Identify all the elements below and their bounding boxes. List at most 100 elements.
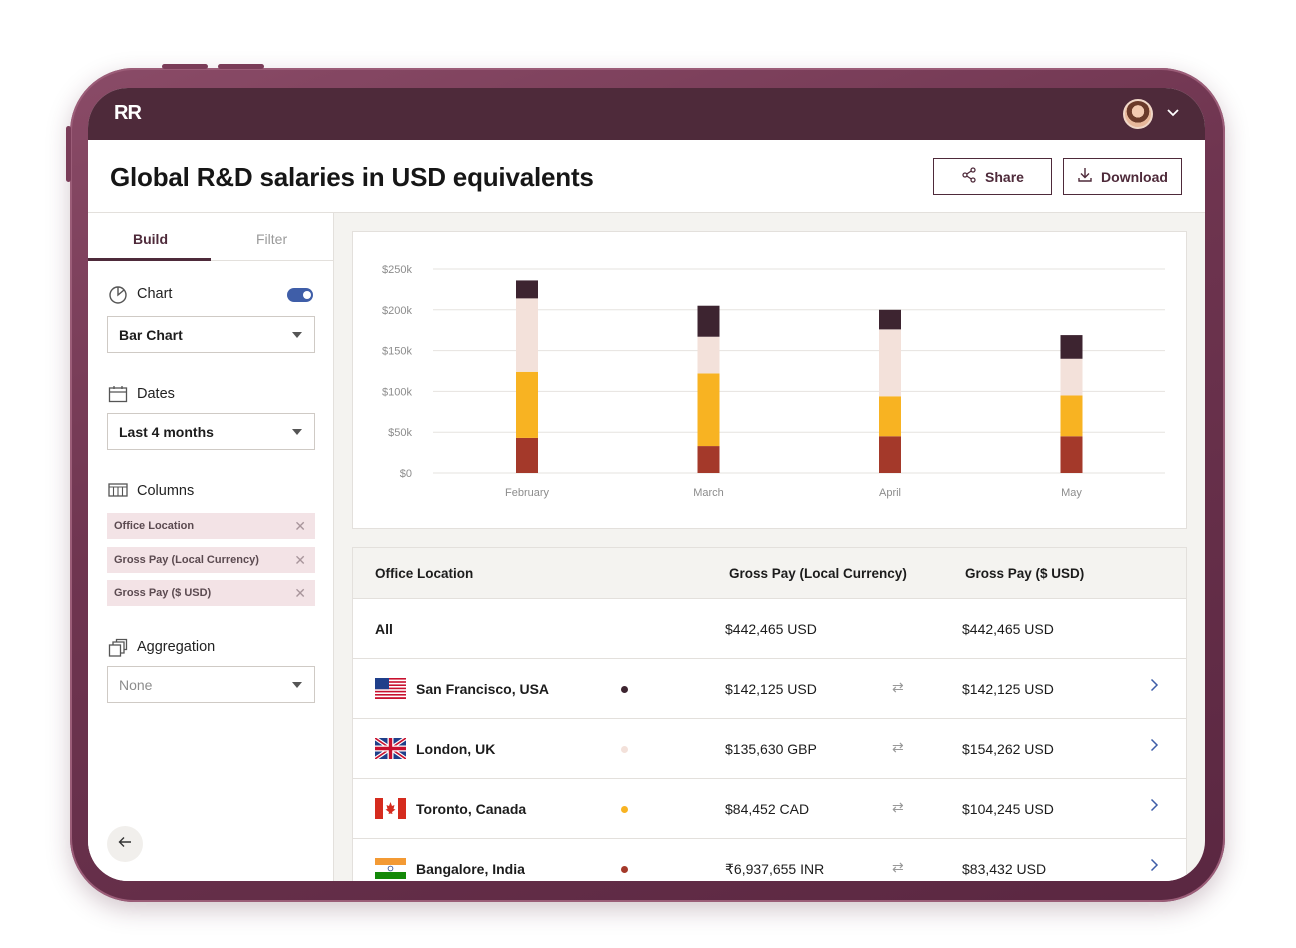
chart-label: Chart (137, 286, 173, 302)
header-office-location[interactable]: Office Location (375, 566, 474, 581)
series-dot (621, 866, 628, 873)
chip-label: Gross Pay (Local Currency) (114, 554, 259, 566)
header-gross-pay-local[interactable]: Gross Pay (Local Currency) (729, 566, 907, 581)
bar-segment (879, 436, 901, 473)
chevron-right-icon[interactable] (1150, 738, 1159, 757)
row-usd-pay: $104,245 USD (962, 801, 1054, 817)
app-bar: RR (88, 88, 1205, 140)
caret-down-icon (292, 682, 302, 688)
x-tick-label: February (505, 487, 550, 499)
row-local-pay: $84,452 CAD (725, 801, 810, 817)
columns-label: Columns (137, 483, 195, 499)
app-screen: RR Global R&D salaries in USD equivalent… (88, 88, 1205, 881)
pie-chart-icon (108, 285, 128, 304)
data-table: Office Location Gross Pay (Local Currenc… (352, 547, 1187, 881)
close-icon[interactable]: ✕ (294, 518, 306, 534)
tab-filter[interactable]: Filter (256, 231, 288, 247)
x-tick-label: May (1061, 487, 1082, 499)
uk-flag-icon (375, 738, 406, 759)
page-header: Global R&D salaries in USD equivalents S… (88, 140, 1205, 213)
table-header: Office Location Gross Pay (Local Currenc… (353, 548, 1186, 599)
bar-segment (516, 298, 538, 372)
table-row[interactable]: Bangalore, India ₹6,937,655 INR ⇄ $83,43… (353, 839, 1186, 881)
bar-segment (697, 446, 720, 473)
table-row[interactable]: San Francisco, USA $142,125 USD ⇄ $142,1… (353, 659, 1186, 719)
aggregation-select[interactable]: None (107, 666, 315, 703)
swap-icon: ⇄ (892, 679, 904, 695)
chart-type-select[interactable]: Bar Chart (107, 316, 315, 353)
row-usd-pay: $142,125 USD (962, 681, 1054, 697)
row-location: Toronto, Canada (416, 801, 527, 817)
aggregation-label: Aggregation (137, 639, 216, 655)
row-usd-pay: $83,432 USD (962, 861, 1047, 877)
chevron-right-icon[interactable] (1150, 678, 1159, 697)
calendar-icon (108, 385, 128, 403)
us-flag-icon (375, 678, 406, 699)
dates-label: Dates (137, 386, 175, 402)
logo: RR (114, 102, 142, 124)
series-dot (621, 686, 628, 693)
table-row[interactable]: Toronto, Canada $84,452 CAD ⇄ $104,245 U… (353, 779, 1186, 839)
dates-select[interactable]: Last 4 months (107, 413, 315, 450)
row-local-pay: $442,465 USD (725, 621, 817, 637)
header-gross-pay-usd[interactable]: Gross Pay ($ USD) (965, 566, 1085, 581)
device-button (218, 64, 264, 69)
caret-down-icon (292, 429, 302, 435)
sidebar-tabs: Build Filter (88, 213, 334, 261)
share-label: Share (985, 168, 1024, 185)
download-button[interactable]: Download (1063, 158, 1182, 195)
canada-flag-icon (375, 798, 406, 819)
chart-toggle[interactable] (287, 288, 313, 302)
aggregation-icon (108, 638, 128, 657)
y-tick-label: $200k (382, 305, 412, 317)
chevron-right-icon[interactable] (1150, 798, 1159, 817)
table-row[interactable]: London, UK $135,630 GBP ⇄ $154,262 USD (353, 719, 1186, 779)
bar-segment (879, 309, 901, 330)
row-location: London, UK (416, 741, 496, 757)
row-usd-pay: $442,465 USD (962, 621, 1054, 637)
column-chip-gross-pay-local: Gross Pay (Local Currency) ✕ (107, 547, 315, 573)
column-chip-office-location: Office Location ✕ (107, 513, 315, 539)
bar-segment (697, 373, 720, 447)
bar-segment (697, 336, 720, 374)
device-button (66, 126, 71, 182)
y-tick-label: $250k (382, 264, 412, 276)
aggregation-value: None (119, 676, 153, 693)
column-chip-gross-pay-usd: Gross Pay ($ USD) ✕ (107, 580, 315, 606)
row-local-pay: $142,125 USD (725, 681, 817, 697)
bar-segment (1060, 395, 1083, 437)
active-tab-indicator (88, 258, 211, 261)
swap-icon: ⇄ (892, 739, 904, 755)
chart-section-label: Chart (108, 285, 173, 304)
page-title: Global R&D salaries in USD equivalents (110, 162, 594, 192)
arrow-left-icon (118, 835, 132, 853)
chip-label: Gross Pay ($ USD) (114, 587, 212, 599)
y-tick-label: $150k (382, 346, 412, 358)
back-button[interactable] (107, 826, 143, 862)
chart-type-value: Bar Chart (119, 326, 183, 343)
chevron-down-icon[interactable] (1167, 106, 1179, 120)
x-tick-label: March (693, 487, 724, 499)
download-icon (1077, 167, 1093, 186)
close-icon[interactable]: ✕ (294, 585, 306, 601)
chevron-right-icon[interactable] (1150, 858, 1159, 877)
table-row-all[interactable]: All $442,465 USD $442,465 USD (353, 599, 1186, 659)
columns-section-label: Columns (108, 482, 194, 500)
bar-chart: $0 $50k $100k $150k $200k $250k February March A… (382, 264, 1165, 499)
y-tick-label: $100k (382, 386, 412, 398)
y-tick-label: $50k (388, 427, 412, 439)
row-local-pay: ₹6,937,655 INR (725, 861, 825, 877)
chip-label: Office Location (114, 520, 195, 532)
builder-sidebar: Build Filter Chart Bar Chart Dates Last … (88, 213, 334, 881)
close-icon[interactable]: ✕ (294, 552, 306, 568)
tab-build[interactable]: Build (133, 231, 168, 247)
series-dot (621, 746, 628, 753)
dates-value: Last 4 months (119, 423, 214, 440)
row-location: Bangalore, India (416, 861, 525, 877)
bar-segment (879, 329, 901, 397)
bar-segment (879, 396, 901, 437)
share-button[interactable]: Share (933, 158, 1052, 195)
bar-segment (1060, 358, 1083, 396)
avatar[interactable] (1123, 99, 1153, 129)
aggregation-section-label: Aggregation (108, 638, 216, 657)
